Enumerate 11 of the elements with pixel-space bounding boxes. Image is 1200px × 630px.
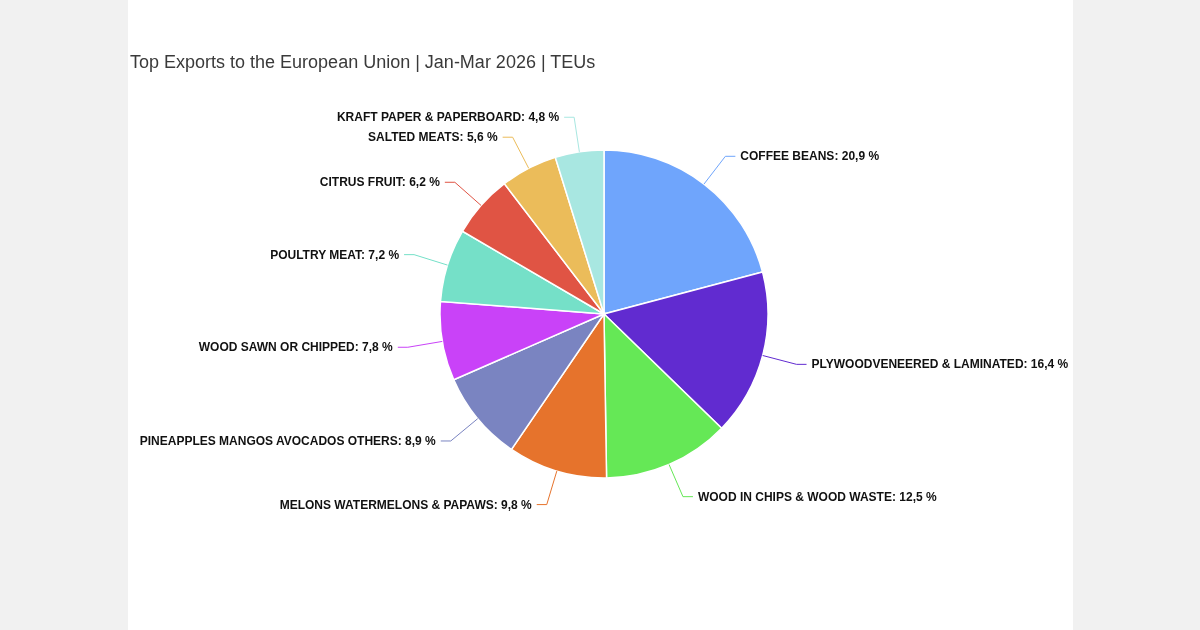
slice-label: PINEAPPLES MANGOS AVOCADOS OTHERS: 8,9 % xyxy=(139,433,437,448)
chart-title: Top Exports to the European Union | Jan-Mar 2026 | TEUs xyxy=(130,52,596,72)
slice-label: WOOD SAWN OR CHIPPED: 7,8 % xyxy=(198,340,394,355)
slice-label: KRAFT PAPER & PAPERBOARD: 4,8 % xyxy=(336,110,560,125)
slice-label: SALTED MEATS: 5,6 % xyxy=(368,130,498,145)
slice-label: CITRUS FRUIT: 6,2 % xyxy=(319,175,441,190)
slice-label: POULTRY MEAT: 7,2 % xyxy=(270,247,400,262)
slice-label: PLYWOODVENEERED & LAMINATED: 16,4 % xyxy=(811,357,1069,372)
slice-label: COFFEE BEANS: 20,9 % xyxy=(740,149,880,164)
slice-label: WOOD IN CHIPS & WOOD WASTE: 12,5 % xyxy=(697,489,937,504)
slice-label: MELONS WATERMELONS & PAPAWS: 9,8 % xyxy=(279,497,533,512)
